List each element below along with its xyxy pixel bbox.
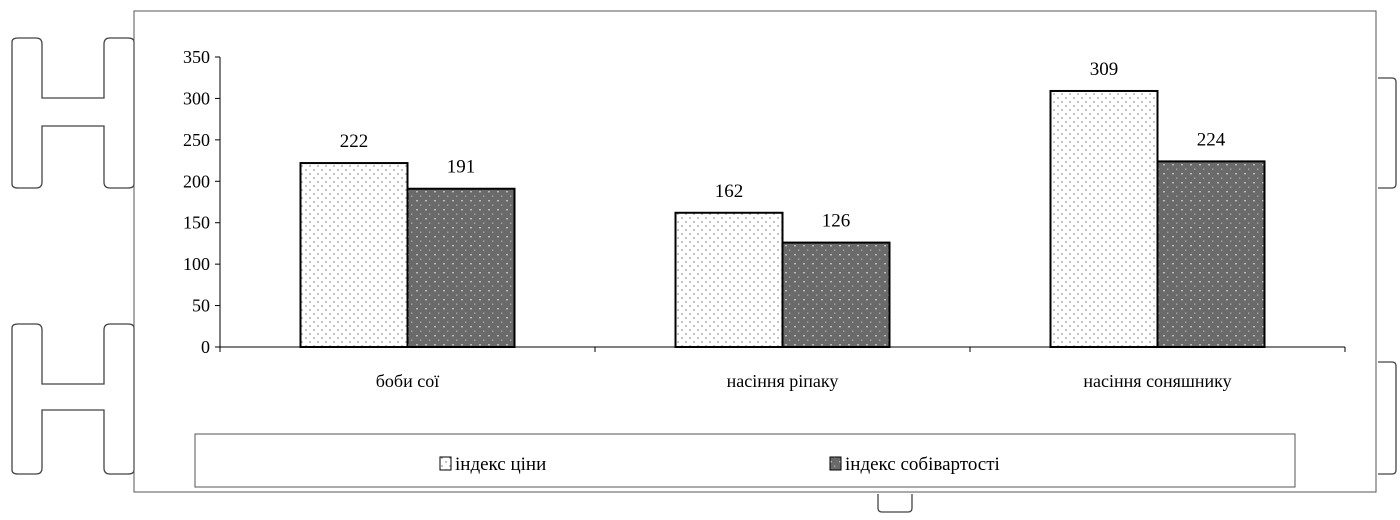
data-label: 126 <box>822 211 851 232</box>
legend-label-cost-index: індекс собівартості <box>845 454 1000 475</box>
y-tick-label: 200 <box>183 171 210 191</box>
legend: індекс ціни індекс собівартості <box>439 454 1000 475</box>
data-label: 309 <box>1090 59 1119 80</box>
chart-frame <box>133 10 1377 493</box>
y-tick-label: 250 <box>183 130 210 150</box>
y-tick-label: 100 <box>183 254 210 274</box>
bar <box>299 162 409 348</box>
bar <box>1049 89 1159 348</box>
bars <box>299 89 1266 349</box>
x-tick-label: боби сої <box>376 371 439 391</box>
bar <box>406 187 516 348</box>
y-tick-label: 150 <box>183 213 210 233</box>
bar <box>1156 160 1266 348</box>
bar <box>674 211 784 348</box>
data-labels: 222 191 162 126 309 224 <box>340 59 1226 232</box>
y-tick-label: 300 <box>183 88 210 108</box>
data-label: 222 <box>340 131 369 152</box>
legend-swatch-cost-index <box>829 456 842 471</box>
x-axis: боби сої насіння ріпаку насіння соняшнику <box>219 346 1346 391</box>
y-tick-label: 350 <box>183 47 210 67</box>
x-tick-label: насіння соняшнику <box>1083 371 1231 391</box>
x-tick-label: насіння ріпаку <box>727 371 839 391</box>
data-label: 162 <box>715 181 744 202</box>
bar <box>781 241 891 349</box>
bottom-bracket-shape <box>877 494 913 513</box>
legend-swatch-price-index <box>439 456 452 471</box>
y-tick-label: 0 <box>201 337 210 357</box>
y-tick-label: 50 <box>192 296 210 316</box>
left-bracket-shapes <box>11 37 135 475</box>
right-bracket-shapes <box>1378 77 1397 475</box>
legend-box <box>194 433 1296 488</box>
data-label: 191 <box>447 157 476 178</box>
legend-label-price-index: індекс ціни <box>455 454 546 475</box>
y-axis: 0 50 100 150 200 250 300 350 <box>183 47 221 357</box>
data-label: 224 <box>1197 129 1226 150</box>
